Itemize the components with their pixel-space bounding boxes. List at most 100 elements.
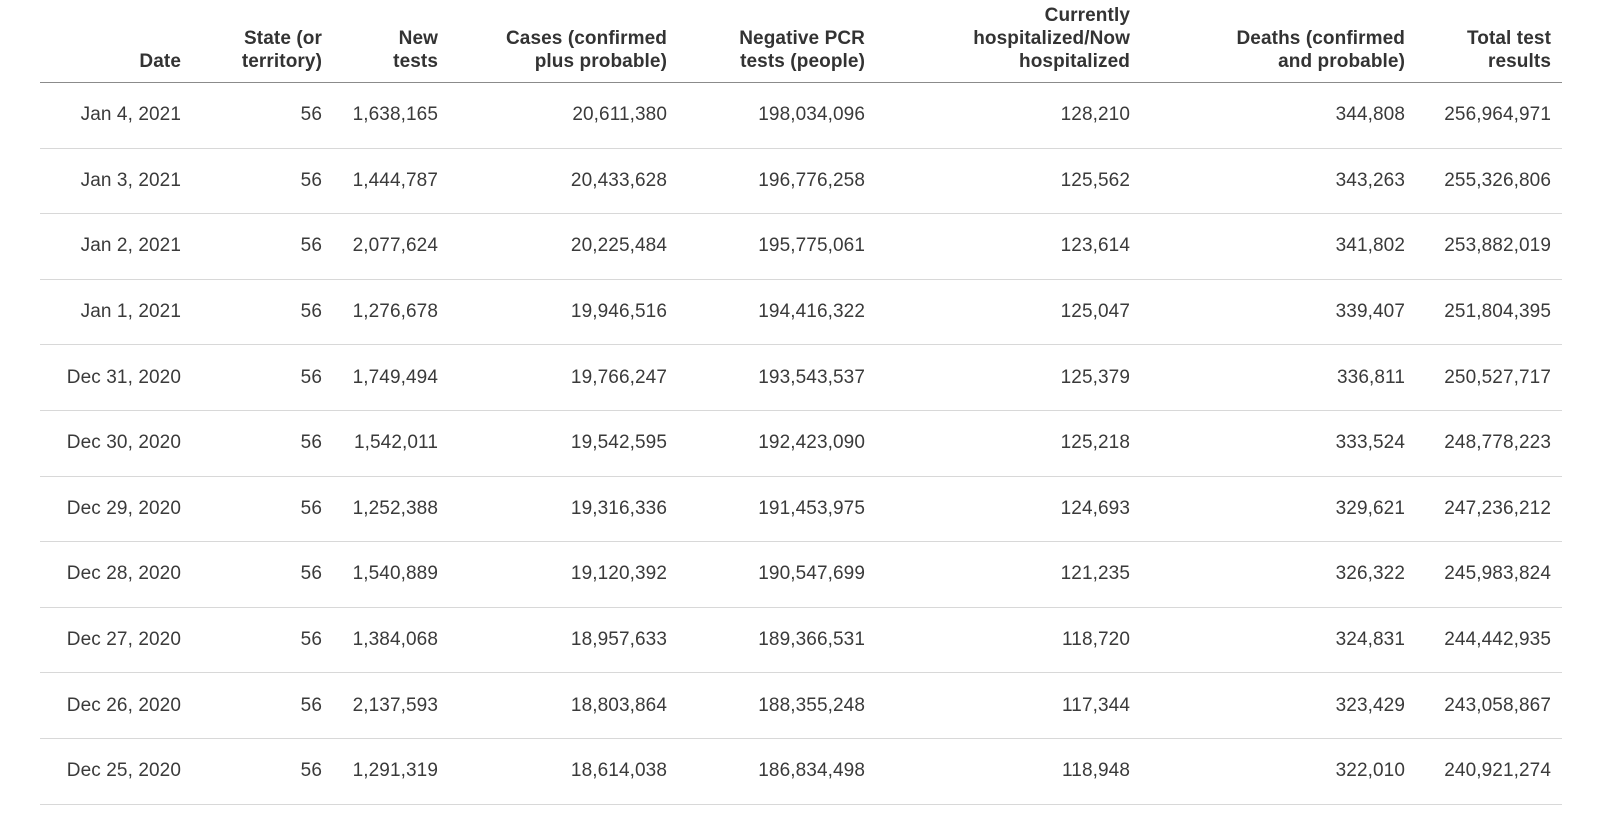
cell-negative-pcr: 186,834,498 xyxy=(667,738,865,805)
cell-cases: 19,946,516 xyxy=(438,279,667,346)
cell-negative-pcr: 196,776,258 xyxy=(667,148,865,215)
cell-date: Dec 26, 2020 xyxy=(40,672,181,739)
table-row: Dec 27, 2020 56 1,384,068 18,957,633 189… xyxy=(40,607,1562,674)
cell-new-tests: 1,749,494 xyxy=(322,344,438,411)
cell-state: 56 xyxy=(181,279,322,346)
cell-hospitalized: 117,344 xyxy=(865,672,1130,739)
cell-state: 56 xyxy=(181,607,322,674)
cell-cases: 20,611,380 xyxy=(438,82,667,149)
cell-negative-pcr: 192,423,090 xyxy=(667,410,865,477)
cell-state: 56 xyxy=(181,738,322,805)
cell-cases: 19,766,247 xyxy=(438,344,667,411)
cell-cases: 18,803,864 xyxy=(438,672,667,739)
table-row: Jan 2, 2021 56 2,077,624 20,225,484 195,… xyxy=(40,213,1562,280)
cell-deaths: 339,407 xyxy=(1130,279,1405,346)
cell-date: Dec 25, 2020 xyxy=(40,738,181,805)
cell-deaths: 333,524 xyxy=(1130,410,1405,477)
cell-cases: 20,225,484 xyxy=(438,213,667,280)
column-header-state: State (or territory) xyxy=(181,0,322,83)
table-row: Dec 28, 2020 56 1,540,889 19,120,392 190… xyxy=(40,541,1562,608)
cell-deaths: 323,429 xyxy=(1130,672,1405,739)
cell-hospitalized: 121,235 xyxy=(865,541,1130,608)
table-row: Jan 3, 2021 56 1,444,787 20,433,628 196,… xyxy=(40,148,1562,215)
cell-date: Dec 30, 2020 xyxy=(40,410,181,477)
cell-total-results: 253,882,019 xyxy=(1405,213,1562,280)
cell-total-results: 255,326,806 xyxy=(1405,148,1562,215)
cell-state: 56 xyxy=(181,148,322,215)
cell-total-results: 245,983,824 xyxy=(1405,541,1562,608)
cell-new-tests: 1,540,889 xyxy=(322,541,438,608)
cell-state: 56 xyxy=(181,82,322,149)
cell-total-results: 248,778,223 xyxy=(1405,410,1562,477)
cell-deaths: 336,811 xyxy=(1130,344,1405,411)
cell-deaths: 344,808 xyxy=(1130,82,1405,149)
cell-state: 56 xyxy=(181,672,322,739)
header-row: Date State (or territory) New tests Case… xyxy=(40,0,1562,83)
cell-total-results: 247,236,212 xyxy=(1405,476,1562,543)
daily-totals-table: Date State (or territory) New tests Case… xyxy=(40,0,1562,805)
cell-negative-pcr: 189,366,531 xyxy=(667,607,865,674)
table-row: Jan 4, 2021 56 1,638,165 20,611,380 198,… xyxy=(40,82,1562,149)
cell-date: Jan 4, 2021 xyxy=(40,82,181,149)
cell-state: 56 xyxy=(181,410,322,477)
cell-hospitalized: 125,218 xyxy=(865,410,1130,477)
cell-new-tests: 1,444,787 xyxy=(322,148,438,215)
column-header-cases: Cases (confirmed plus probable) xyxy=(438,0,667,83)
cell-cases: 20,433,628 xyxy=(438,148,667,215)
cell-new-tests: 1,291,319 xyxy=(322,738,438,805)
cell-negative-pcr: 195,775,061 xyxy=(667,213,865,280)
cell-deaths: 341,802 xyxy=(1130,213,1405,280)
cell-negative-pcr: 193,543,537 xyxy=(667,344,865,411)
table-row: Jan 1, 2021 56 1,276,678 19,946,516 194,… xyxy=(40,279,1562,346)
cell-total-results: 244,442,935 xyxy=(1405,607,1562,674)
table-row: Dec 31, 2020 56 1,749,494 19,766,247 193… xyxy=(40,344,1562,411)
cell-date: Dec 31, 2020 xyxy=(40,344,181,411)
cell-deaths: 326,322 xyxy=(1130,541,1405,608)
cell-new-tests: 1,276,678 xyxy=(322,279,438,346)
cell-date: Dec 27, 2020 xyxy=(40,607,181,674)
cell-date: Jan 1, 2021 xyxy=(40,279,181,346)
table-row: Dec 30, 2020 56 1,542,011 19,542,595 192… xyxy=(40,410,1562,477)
cell-total-results: 250,527,717 xyxy=(1405,344,1562,411)
cell-hospitalized: 123,614 xyxy=(865,213,1130,280)
cell-cases: 18,614,038 xyxy=(438,738,667,805)
cell-hospitalized: 118,720 xyxy=(865,607,1130,674)
column-header-deaths: Deaths (confirmed and probable) xyxy=(1130,0,1405,83)
table-row: Dec 29, 2020 56 1,252,388 19,316,336 191… xyxy=(40,476,1562,543)
column-header-negative-pcr: Negative PCR tests (people) xyxy=(667,0,865,83)
cell-date: Dec 29, 2020 xyxy=(40,476,181,543)
cell-new-tests: 1,384,068 xyxy=(322,607,438,674)
cell-new-tests: 2,077,624 xyxy=(322,213,438,280)
cell-state: 56 xyxy=(181,213,322,280)
cell-date: Dec 28, 2020 xyxy=(40,541,181,608)
cell-cases: 19,120,392 xyxy=(438,541,667,608)
cell-hospitalized: 124,693 xyxy=(865,476,1130,543)
cell-total-results: 251,804,395 xyxy=(1405,279,1562,346)
cell-negative-pcr: 188,355,248 xyxy=(667,672,865,739)
cell-date: Jan 3, 2021 xyxy=(40,148,181,215)
column-header-total-results: Total test results xyxy=(1405,0,1562,83)
cell-total-results: 240,921,274 xyxy=(1405,738,1562,805)
cell-deaths: 343,263 xyxy=(1130,148,1405,215)
cell-deaths: 322,010 xyxy=(1130,738,1405,805)
cell-deaths: 324,831 xyxy=(1130,607,1405,674)
cell-negative-pcr: 194,416,322 xyxy=(667,279,865,346)
column-header-new-tests: New tests xyxy=(322,0,438,83)
cell-hospitalized: 128,210 xyxy=(865,82,1130,149)
cell-total-results: 256,964,971 xyxy=(1405,82,1562,149)
cell-negative-pcr: 190,547,699 xyxy=(667,541,865,608)
cell-hospitalized: 125,047 xyxy=(865,279,1130,346)
cell-date: Jan 2, 2021 xyxy=(40,213,181,280)
cell-state: 56 xyxy=(181,344,322,411)
cell-hospitalized: 125,379 xyxy=(865,344,1130,411)
cell-negative-pcr: 198,034,096 xyxy=(667,82,865,149)
cell-hospitalized: 118,948 xyxy=(865,738,1130,805)
column-header-hospitalized: Currently hospitalized/Now hospitalized xyxy=(865,0,1130,83)
cell-deaths: 329,621 xyxy=(1130,476,1405,543)
cell-negative-pcr: 191,453,975 xyxy=(667,476,865,543)
cell-state: 56 xyxy=(181,476,322,543)
cell-hospitalized: 125,562 xyxy=(865,148,1130,215)
cell-cases: 18,957,633 xyxy=(438,607,667,674)
cell-new-tests: 1,638,165 xyxy=(322,82,438,149)
